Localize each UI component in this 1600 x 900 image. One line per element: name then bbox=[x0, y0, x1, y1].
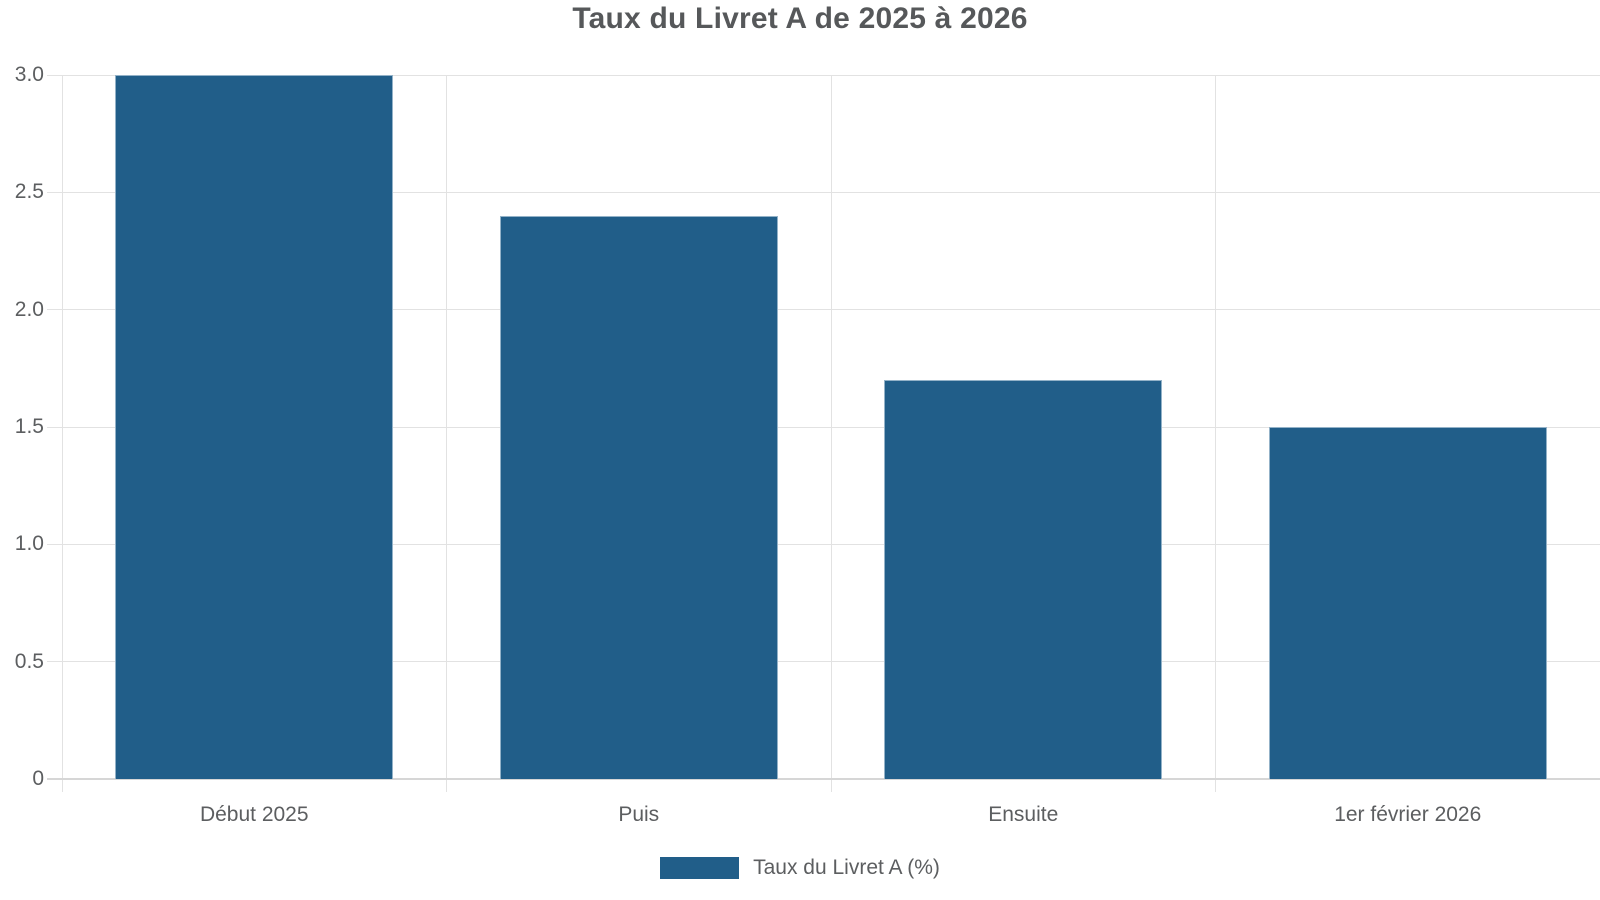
bar bbox=[499, 215, 778, 779]
x-axis-line bbox=[47, 778, 1600, 780]
y-axis-tick-label: 0.5 bbox=[14, 649, 44, 673]
y-tick bbox=[47, 543, 62, 545]
x-tick bbox=[61, 779, 63, 792]
bar bbox=[115, 75, 394, 779]
x-gridline bbox=[61, 75, 63, 779]
legend-swatch bbox=[660, 857, 740, 879]
y-axis-tick-label: 1.0 bbox=[14, 532, 44, 556]
x-axis-label: Ensuite bbox=[988, 803, 1059, 826]
chart-title: Taux du Livret A de 2025 à 2026 bbox=[572, 2, 1028, 35]
y-axis-tick-label: 0 bbox=[32, 767, 44, 790]
y-tick bbox=[47, 661, 62, 663]
x-gridline bbox=[446, 75, 447, 779]
bar bbox=[1268, 427, 1547, 779]
x-axis-label: Puis bbox=[618, 803, 660, 826]
legend: Taux du Livret A (%) bbox=[0, 851, 1600, 885]
y-tick bbox=[47, 426, 62, 428]
x-tick bbox=[446, 779, 447, 792]
y-axis-tick-label: 2.5 bbox=[14, 180, 44, 204]
bar bbox=[884, 380, 1163, 779]
y-axis-tick-label: 2.0 bbox=[14, 297, 44, 321]
x-gridline bbox=[1215, 75, 1216, 779]
x-gridline bbox=[830, 75, 832, 779]
x-axis-label: 1er février 2026 bbox=[1334, 803, 1482, 826]
y-tick bbox=[47, 191, 62, 193]
y-axis-tick-label: 1.5 bbox=[14, 415, 44, 438]
x-tick bbox=[1215, 779, 1216, 792]
y-tick bbox=[47, 309, 62, 311]
x-axis-label: Début 2025 bbox=[199, 803, 309, 826]
x-tick bbox=[830, 779, 832, 792]
y-tick bbox=[47, 74, 62, 76]
y-axis-tick-label: 3.0 bbox=[14, 63, 44, 86]
legend-label: Taux du Livret A (%) bbox=[753, 856, 940, 879]
